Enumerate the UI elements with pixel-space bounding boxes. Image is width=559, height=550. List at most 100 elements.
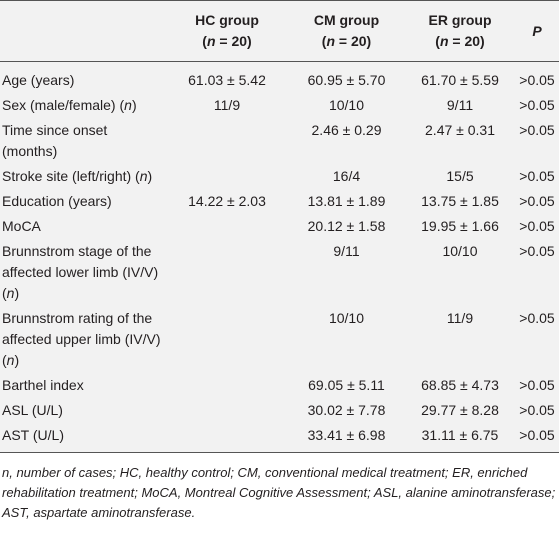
text-part: n bbox=[124, 97, 132, 113]
row-label: Education (years) bbox=[0, 189, 166, 214]
table-cell bbox=[166, 164, 288, 189]
text-part: Brunnstrom stage of the affected lower l… bbox=[2, 243, 159, 301]
table-cell: 10/10 bbox=[328, 310, 365, 326]
text-part: = 20) bbox=[448, 33, 485, 49]
header-cell: ER group (n = 20) bbox=[405, 1, 515, 62]
table-cell: 61.70 ± 5.59 bbox=[421, 72, 499, 88]
text-part: Sex (male/female) ( bbox=[2, 97, 125, 113]
text-part: ) bbox=[14, 352, 20, 368]
table-row: MoCA 20.12 ± 1.58 19.95 ± 1.66 >0.05 bbox=[0, 214, 559, 239]
text-part: Time since onset (months) bbox=[2, 122, 108, 159]
table-cell: 19.95 ± 1.66 bbox=[421, 218, 499, 234]
table-cell: 31.11 ± 6.75 bbox=[421, 427, 499, 443]
row-label: Age (years) bbox=[0, 62, 166, 94]
table-cell: >0.05 bbox=[519, 72, 555, 88]
header-cell: P bbox=[515, 1, 559, 62]
table-cell: >0.05 bbox=[519, 193, 555, 209]
table-body: Age (years) 61.03 ± 5.42 60.95 ± 5.70 61.70… bbox=[0, 62, 559, 453]
text-part: = 20) bbox=[335, 33, 372, 49]
table-cell: >0.05 bbox=[519, 377, 555, 393]
text-part: ( bbox=[435, 33, 440, 49]
text-part: ) bbox=[131, 97, 137, 113]
table-cell bbox=[166, 239, 288, 306]
table-row: Age (years) 61.03 ± 5.42 60.95 ± 5.70 61.70… bbox=[0, 62, 559, 94]
table-cell: 10/10 bbox=[328, 97, 365, 113]
row-label: Time since onset (months) bbox=[0, 118, 166, 164]
table-cell: 69.05 ± 5.11 bbox=[308, 377, 385, 393]
text-part: n bbox=[206, 33, 216, 49]
text-part: Stroke site (left/right) ( bbox=[2, 168, 140, 184]
table-cell: 15/5 bbox=[446, 168, 474, 184]
header-cell bbox=[0, 1, 166, 62]
table-cell: >0.05 bbox=[519, 310, 555, 326]
table-cell: 68.85 ± 4.73 bbox=[421, 377, 499, 393]
header-title: CM group bbox=[313, 12, 380, 28]
table-cell: >0.05 bbox=[519, 427, 555, 443]
table-cell: 61.03 ± 5.42 bbox=[188, 72, 266, 88]
row-label: Barthel index bbox=[0, 373, 166, 398]
header-row: HC group (n = 20) CM group (n = 20) ER group… bbox=[0, 0, 559, 62]
table-row: Brunnstrom stage of the affected lower l… bbox=[0, 239, 559, 306]
table-cell: 13.81 ± 1.89 bbox=[307, 193, 386, 209]
header-sub: (n = 20) bbox=[409, 31, 511, 52]
text-part: ( bbox=[202, 33, 207, 49]
row-label: ASL (U/L) bbox=[0, 398, 166, 423]
table-container: HC group (n = 20) CM group (n = 20) ER group… bbox=[0, 0, 559, 520]
table-row: ASL (U/L) 30.02 ± 7.78 29.77 ± 8.28 >0.05 bbox=[0, 398, 559, 423]
table-cell: 2.47 ± 0.31 bbox=[425, 122, 495, 138]
table-cell: >0.05 bbox=[519, 122, 555, 138]
header-sub: (n = 20) bbox=[292, 31, 401, 52]
table-cell bbox=[166, 423, 288, 453]
text-part: ) bbox=[147, 168, 153, 184]
row-label: Brunnstrom rating of the affected upper … bbox=[0, 306, 166, 373]
table-cell: >0.05 bbox=[519, 402, 555, 418]
text-part: n bbox=[6, 352, 15, 368]
table-row: Brunnstrom rating of the affected upper … bbox=[0, 306, 559, 373]
table-row: Sex (male/female) (n) 11/9 10/10 9/11 >0.05 bbox=[0, 93, 559, 118]
table-cell: 10/10 bbox=[442, 243, 478, 259]
text-part: n bbox=[326, 33, 336, 49]
table-cell: 13.75 ± 1.85 bbox=[421, 193, 499, 209]
text-part: Brunnstrom rating of the affected upper … bbox=[2, 310, 161, 368]
table-cell: >0.05 bbox=[519, 243, 555, 259]
row-label: Sex (male/female) (n) bbox=[0, 93, 166, 118]
row-label: AST (U/L) bbox=[0, 423, 166, 453]
text-part: n bbox=[439, 33, 449, 49]
row-label: MoCA bbox=[0, 214, 166, 239]
data-table: HC group (n = 20) CM group (n = 20) ER group… bbox=[0, 0, 559, 453]
table-row: Time since onset (months) 2.46 ± 0.29 2.47… bbox=[0, 118, 559, 164]
text-part: ( bbox=[321, 33, 327, 49]
text-part: MoCA bbox=[2, 218, 41, 234]
row-label: Brunnstrom stage of the affected lower l… bbox=[0, 239, 166, 306]
table-cell bbox=[166, 214, 288, 239]
table-cell: 9/11 bbox=[333, 243, 360, 259]
table-cell: >0.05 bbox=[519, 97, 555, 113]
table-cell: 30.02 ± 7.78 bbox=[307, 402, 386, 418]
table-cell: >0.05 bbox=[519, 168, 555, 184]
table-cell: 60.95 ± 5.70 bbox=[307, 72, 386, 88]
text-part: n bbox=[6, 285, 15, 301]
text-part: ASL (U/L) bbox=[2, 402, 63, 418]
table-cell: >0.05 bbox=[519, 218, 555, 234]
table-row: Barthel index 69.05 ± 5.11 68.85 ± 4.73 >0.… bbox=[0, 373, 559, 398]
text-part: AST (U/L) bbox=[2, 427, 64, 443]
table-cell: 11/9 bbox=[446, 310, 474, 326]
table-row: Education (years) 14.22 ± 2.03 13.81 ± 1.8… bbox=[0, 189, 559, 214]
table-cell: 33.41 ± 6.98 bbox=[307, 427, 386, 443]
text-part: ) bbox=[14, 285, 20, 301]
table-cell: 11/9 bbox=[213, 97, 241, 113]
header-cell: CM group (n = 20) bbox=[288, 1, 405, 62]
table-cell bbox=[166, 118, 288, 164]
row-label: Stroke site (left/right) (n) bbox=[0, 164, 166, 189]
header-title: ER group bbox=[428, 12, 492, 28]
header-title: P bbox=[532, 22, 542, 39]
text-part: Age (years) bbox=[2, 72, 75, 88]
header-sub: (n = 20) bbox=[170, 31, 284, 52]
table-cell: 16/4 bbox=[332, 168, 361, 184]
text-part: Barthel index bbox=[2, 377, 84, 393]
text-part: = 20) bbox=[215, 33, 252, 49]
table-cell: 2.46 ± 0.29 bbox=[311, 122, 382, 138]
header-cell: HC group (n = 20) bbox=[166, 1, 288, 62]
text-part: n bbox=[139, 168, 148, 184]
